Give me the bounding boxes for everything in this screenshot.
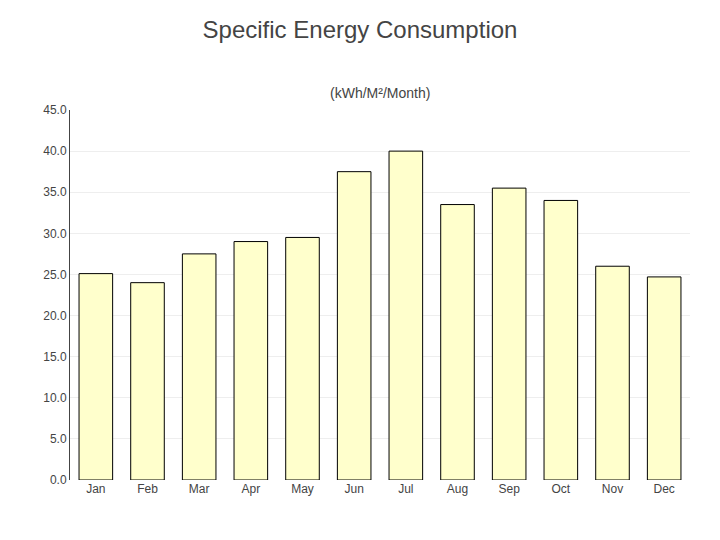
svg-text:15.0: 15.0 xyxy=(43,350,67,364)
svg-text:Oct: Oct xyxy=(551,482,570,496)
svg-text:Feb: Feb xyxy=(137,482,158,496)
svg-text:45.0: 45.0 xyxy=(43,103,67,117)
svg-text:0.0: 0.0 xyxy=(50,473,67,487)
svg-text:5.0: 5.0 xyxy=(50,432,67,446)
svg-text:Specific Energy Consumption: Specific Energy Consumption xyxy=(203,16,518,43)
svg-text:Sep: Sep xyxy=(498,482,520,496)
svg-text:(kWh/M²/Month): (kWh/M²/Month) xyxy=(330,85,430,101)
svg-text:Mar: Mar xyxy=(189,482,210,496)
svg-text:25.0: 25.0 xyxy=(43,268,67,282)
svg-text:Nov: Nov xyxy=(602,482,623,496)
svg-text:Dec: Dec xyxy=(653,482,674,496)
svg-text:Aug: Aug xyxy=(447,482,468,496)
svg-text:10.0: 10.0 xyxy=(43,391,67,405)
svg-text:Jul: Jul xyxy=(398,482,413,496)
svg-text:40.0: 40.0 xyxy=(43,144,67,158)
svg-text:Apr: Apr xyxy=(241,482,260,496)
svg-text:35.0: 35.0 xyxy=(43,185,67,199)
svg-text:May: May xyxy=(291,482,314,496)
svg-text:30.0: 30.0 xyxy=(43,227,67,241)
svg-text:20.0: 20.0 xyxy=(43,309,67,323)
svg-text:Jan: Jan xyxy=(86,482,105,496)
svg-text:Jun: Jun xyxy=(344,482,363,496)
